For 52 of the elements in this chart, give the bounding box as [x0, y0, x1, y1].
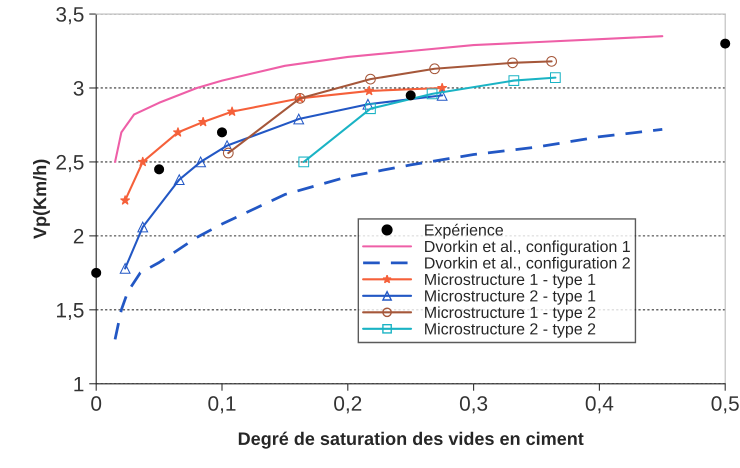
y-tick-label: 1,5	[57, 303, 84, 320]
x-tick-label: 0,5	[712, 396, 739, 414]
legend-label: Microstructure 2 - type 2	[425, 322, 596, 338]
point	[436, 90, 448, 101]
y-tick-label: 2	[74, 228, 84, 244]
point	[172, 126, 184, 137]
point	[120, 263, 131, 274]
point	[154, 164, 164, 174]
point	[138, 156, 148, 166]
legend-label: Dvorkin et al., configuration 2	[425, 256, 630, 272]
point	[546, 56, 557, 67]
point	[508, 75, 520, 86]
point	[198, 116, 208, 126]
x-tick-label: 0,1	[208, 396, 236, 414]
x-tick-label: 0,2	[334, 396, 362, 414]
x-tick-label: 0,3	[460, 396, 488, 414]
point	[226, 106, 238, 116]
point	[174, 174, 185, 186]
point	[426, 88, 438, 100]
legend-label: Expérience	[425, 224, 504, 239]
point	[720, 38, 730, 49]
point	[362, 98, 374, 110]
point	[293, 114, 304, 124]
point	[222, 140, 232, 152]
legend-label: Microstructure 1 - type 1	[425, 273, 596, 288]
y-tick-label: 2,5	[56, 154, 84, 172]
x-tick-label: 0,4	[586, 396, 614, 414]
point	[365, 74, 376, 84]
point	[429, 63, 440, 74]
y-tick-label: 3,5	[56, 7, 84, 24]
line-series	[114, 128, 664, 341]
point	[216, 127, 228, 138]
point	[365, 103, 376, 114]
point	[195, 156, 206, 168]
point	[137, 222, 148, 232]
point	[406, 90, 416, 100]
y-axis-title: Vp(Km/h)	[33, 160, 50, 239]
y-tick-label: 3	[74, 80, 84, 96]
point	[507, 57, 518, 68]
x-tick-label: 0	[91, 396, 102, 411]
line-series	[114, 35, 664, 163]
x-axis-title: Degré de saturation des vides en ciment	[238, 432, 584, 449]
point	[222, 148, 234, 158]
point	[120, 195, 130, 205]
point	[364, 86, 374, 96]
point	[91, 268, 102, 278]
point	[298, 156, 310, 168]
legend-label: Dvorkin et al., configuration 1	[425, 240, 630, 256]
y-tick-label: 1	[74, 376, 84, 392]
legend-label: Microstructure 1 - type 2	[425, 306, 596, 322]
legend-label: Microstructure 2 - type 1	[425, 290, 596, 305]
point	[550, 72, 561, 84]
